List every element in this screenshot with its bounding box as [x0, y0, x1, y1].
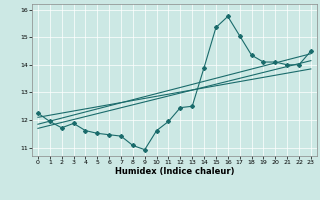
X-axis label: Humidex (Indice chaleur): Humidex (Indice chaleur) [115, 167, 234, 176]
